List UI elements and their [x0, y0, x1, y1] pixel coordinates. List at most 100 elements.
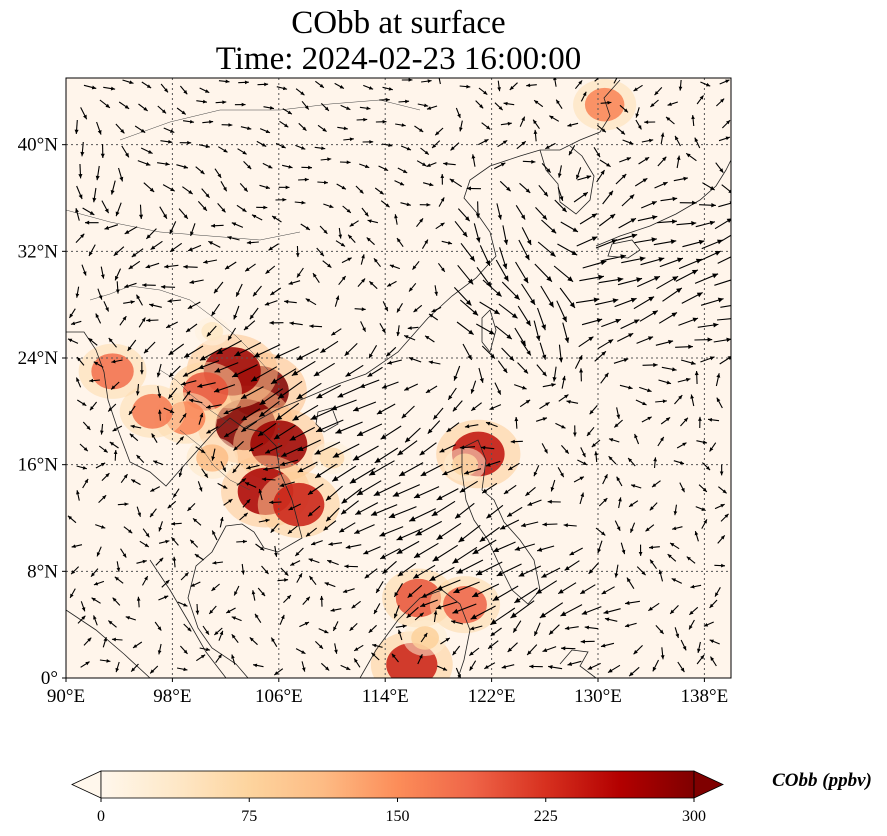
- wind-arrow: [440, 637, 451, 645]
- wind-arrow: [506, 506, 523, 518]
- wind-arrow: [536, 364, 547, 377]
- wind-arrow: [492, 585, 519, 602]
- wind-arrow: [428, 313, 439, 321]
- wind-arrow: [628, 666, 640, 677]
- colorbar-tick-label: 0: [97, 808, 105, 825]
- wind-arrow: [680, 639, 687, 651]
- wind-arrow: [163, 407, 175, 414]
- wind-arrow: [655, 339, 674, 346]
- wind-arrow: [439, 444, 456, 453]
- wind-arrow: [289, 426, 315, 441]
- wind-arrow: [515, 205, 526, 220]
- wind-arrow: [714, 279, 731, 286]
- wind-arrow: [121, 145, 130, 158]
- wind-arrow: [700, 81, 711, 87]
- wind-arrow: [396, 325, 401, 337]
- wind-arrow: [368, 624, 377, 634]
- wind-arrow: [274, 545, 278, 557]
- wind-arrow: [614, 297, 637, 308]
- wind-arrow: [307, 483, 324, 496]
- wind-arrow: [120, 473, 128, 483]
- wind-arrow: [698, 484, 708, 493]
- wind-arrow: [289, 321, 303, 326]
- wind-arrow: [651, 480, 661, 488]
- wind-arrow: [655, 399, 667, 404]
- wind-arrow: [403, 334, 416, 341]
- wind-arrow: [195, 166, 205, 175]
- wind-arrow: [176, 164, 189, 169]
- wind-arrow: [501, 281, 521, 301]
- wind-arrow: [396, 528, 423, 541]
- wind-arrow: [165, 321, 178, 329]
- wind-arrow: [453, 581, 480, 594]
- wind-arrow: [84, 220, 99, 225]
- wind-arrow: [342, 588, 355, 593]
- wind-arrow: [98, 445, 108, 453]
- wind-arrow: [268, 243, 279, 251]
- wind-arrow: [455, 107, 461, 119]
- wind-arrow: [648, 602, 660, 612]
- wind-arrow: [296, 573, 303, 583]
- wind-arrow: [223, 498, 233, 506]
- wind-arrow: [271, 215, 282, 223]
- wind-arrow: [514, 416, 519, 429]
- wind-arrow: [225, 607, 236, 614]
- wind-arrow: [607, 664, 621, 674]
- wind-arrow: [314, 640, 324, 650]
- wind-arrow: [183, 623, 192, 632]
- wind-arrow: [598, 497, 608, 507]
- wind-arrow: [202, 120, 214, 124]
- wind-arrow: [382, 301, 389, 312]
- wind-arrow: [123, 526, 133, 534]
- wind-arrow: [597, 540, 603, 554]
- wind-arrow: [332, 443, 360, 459]
- wind-arrow: [175, 436, 185, 446]
- colorbar: 0 75 150 225 300 CObb (ppbv): [71, 770, 872, 825]
- wind-arrow: [494, 162, 506, 170]
- wind-arrow: [703, 621, 714, 627]
- wind-arrow: [349, 622, 358, 632]
- wind-arrow: [529, 664, 543, 669]
- wind-arrow: [278, 185, 290, 190]
- wind-arrow: [223, 406, 242, 415]
- wind-arrow: [211, 530, 218, 541]
- wind-arrow: [288, 503, 301, 511]
- wind-arrow: [470, 605, 496, 620]
- wind-arrow: [270, 523, 279, 533]
- wind-arrow: [645, 524, 655, 532]
- wind-arrow: [108, 620, 117, 628]
- wind-arrow: [665, 116, 675, 125]
- colorbar-tick-label: 150: [386, 808, 410, 825]
- wind-arrow: [325, 507, 340, 522]
- wind-arrow: [359, 163, 370, 169]
- wind-arrow: [156, 363, 162, 378]
- wind-arrow: [253, 344, 281, 358]
- wind-arrow: [398, 99, 410, 104]
- wind-arrow: [212, 560, 224, 565]
- wind-arrow: [359, 379, 380, 388]
- wind-arrow: [584, 625, 599, 630]
- wind-arrow: [633, 296, 655, 310]
- wind-arrow: [252, 663, 264, 668]
- wind-arrow: [319, 225, 328, 235]
- wind-arrow: [217, 202, 226, 213]
- wind-arrow: [408, 282, 417, 292]
- wind-arrow: [516, 140, 527, 150]
- wind-arrow: [231, 364, 258, 378]
- wind-arrow: [157, 385, 162, 399]
- wind-arrow: [115, 202, 122, 217]
- wind-arrow: [241, 563, 245, 575]
- wind-arrow: [216, 340, 242, 355]
- wind-arrow: [354, 524, 375, 534]
- wind-arrow: [517, 305, 532, 327]
- wind-arrow: [231, 222, 244, 228]
- wind-arrow: [459, 120, 463, 132]
- wind-arrow: [344, 564, 358, 569]
- wind-arrow: [696, 440, 708, 444]
- wind-arrow: [393, 583, 403, 598]
- wind-arrow: [673, 460, 685, 465]
- wind-arrow: [101, 200, 110, 214]
- wind-arrow: [102, 637, 108, 648]
- wind-arrow: [110, 180, 116, 195]
- wind-arrow: [660, 416, 671, 425]
